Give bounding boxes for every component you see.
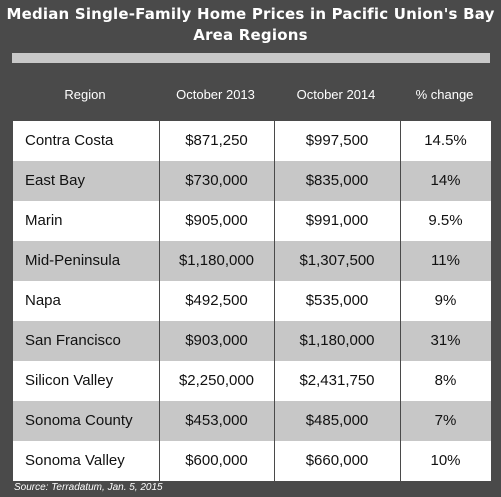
- title-divider-bar: [12, 53, 490, 63]
- cell-october-2014: $2,431,750: [299, 372, 375, 389]
- cell-region: East Bay: [25, 172, 86, 189]
- cell-october-2014: $997,500: [305, 132, 369, 149]
- cell-region: San Francisco: [25, 332, 121, 349]
- cell-percent-change: 9%: [434, 292, 457, 309]
- table-row: Napa $492,500 $535,000 9%: [13, 281, 491, 321]
- table-row: Marin $905,000 $991,000 9.5%: [13, 201, 491, 241]
- header-october-2014: October 2014: [296, 87, 376, 102]
- cell-october-2013: $492,500: [185, 292, 248, 309]
- cell-percent-change: 14.5%: [424, 132, 467, 149]
- cell-october-2014: $835,000: [305, 172, 369, 189]
- cell-october-2013: $2,250,000: [178, 372, 255, 389]
- table-row: Mid-Peninsula $1,180,000 $1,307,500 11%: [13, 241, 491, 281]
- cell-october-2014: $660,000: [305, 452, 369, 469]
- cell-october-2014: $991,000: [305, 212, 369, 229]
- cell-region: Contra Costa: [25, 132, 114, 149]
- cell-region: Sonoma County: [25, 412, 133, 429]
- table-row: East Bay $730,000 $835,000 14%: [13, 161, 491, 201]
- cell-region: Marin: [25, 212, 63, 229]
- cell-october-2013: $453,000: [185, 412, 248, 429]
- cell-percent-change: 9.5%: [428, 212, 463, 229]
- table-row: Silicon Valley $2,250,000 $2,431,750 8%: [13, 361, 491, 401]
- cell-region: Mid-Peninsula: [25, 252, 121, 269]
- table-header: Region October 2013 October 2014 % chang…: [12, 78, 490, 112]
- cell-percent-change: 11%: [431, 252, 460, 269]
- header-october-2013: October 2013: [176, 87, 255, 102]
- cell-october-2013: $730,000: [185, 172, 248, 189]
- column-divider: [159, 121, 160, 482]
- cell-percent-change: 14%: [430, 172, 461, 189]
- cell-october-2013: $600,000: [185, 452, 248, 469]
- data-table: Contra Costa $871,250 $997,500 14.5% East Ba…: [12, 120, 491, 482]
- cell-percent-change: 31%: [430, 332, 461, 349]
- header-percent-change: % change: [415, 87, 474, 102]
- table-row: Sonoma Valley $600,000 $660,000 10%: [13, 441, 491, 481]
- cell-percent-change: 8%: [434, 372, 457, 389]
- source-note: Source: Terradatum, Jan. 5, 2015: [14, 482, 163, 493]
- cell-percent-change: 10%: [430, 452, 461, 469]
- cell-october-2013: $1,180,000: [178, 252, 255, 269]
- column-divider: [274, 121, 275, 482]
- cell-october-2013: $903,000: [185, 332, 248, 349]
- column-divider: [400, 121, 401, 482]
- table-title: Median Single-Family Home Prices in Paci…: [6, 5, 495, 44]
- header-region: Region: [64, 87, 106, 102]
- table-row: Contra Costa $871,250 $997,500 14.5%: [13, 121, 491, 161]
- cell-october-2013: $905,000: [185, 212, 248, 229]
- cell-region: Sonoma Valley: [25, 452, 125, 469]
- cell-october-2014: $1,180,000: [299, 332, 375, 349]
- table-row: San Francisco $903,000 $1,180,000 31%: [13, 321, 491, 361]
- cell-october-2013: $871,250: [185, 132, 248, 149]
- cell-october-2014: $535,000: [305, 292, 369, 309]
- cell-region: Silicon Valley: [25, 372, 114, 389]
- cell-region: Napa: [25, 292, 61, 309]
- cell-october-2014: $485,000: [305, 412, 369, 429]
- cell-october-2014: $1,307,500: [299, 252, 375, 269]
- table-row: Sonoma County $453,000 $485,000 7%: [13, 401, 491, 441]
- cell-percent-change: 7%: [434, 412, 457, 429]
